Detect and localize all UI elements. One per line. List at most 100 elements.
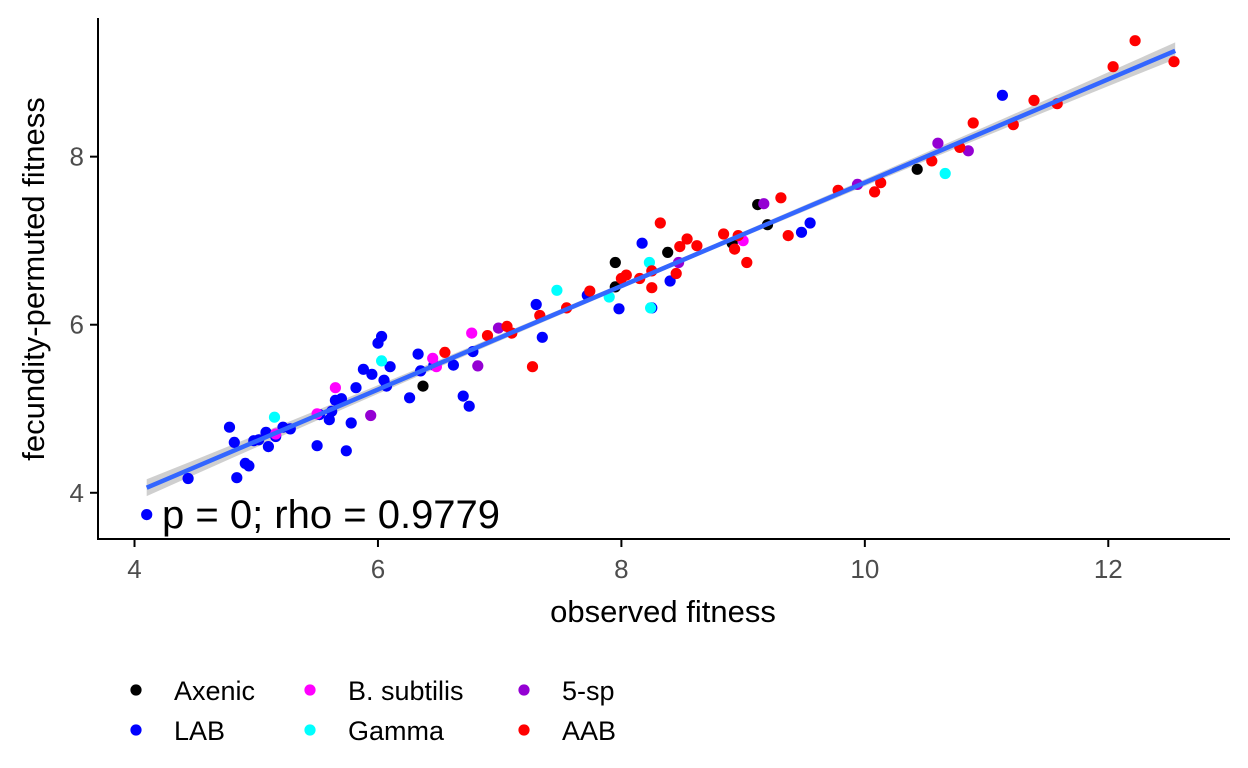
point-lab — [323, 414, 335, 426]
point-lab — [231, 472, 243, 484]
legend-label-lab: LAB — [174, 716, 225, 746]
legend-key-5-sp — [518, 684, 530, 696]
point-axenic — [417, 380, 429, 392]
point-lab — [636, 237, 648, 249]
legend-key-aab — [518, 724, 530, 736]
point-aab — [782, 230, 794, 242]
legend-label-gamma: Gamma — [348, 716, 445, 746]
point-lab — [340, 445, 352, 457]
point-lab — [311, 440, 323, 452]
point-gamma — [645, 302, 657, 314]
point-lab — [366, 368, 378, 380]
legend-label-b-subtilis: B. subtilis — [348, 676, 464, 706]
y-tick-label: 4 — [70, 478, 84, 508]
point-aab — [620, 269, 632, 281]
point-lab — [228, 436, 240, 448]
point-lab — [664, 275, 676, 287]
correlation-annotation: p = 0; rho = 0.9779 — [162, 493, 500, 537]
point-lab — [463, 400, 475, 412]
point-lab — [376, 330, 388, 343]
point-aab — [1129, 35, 1141, 47]
legend-label-5-sp: 5-sp — [562, 676, 615, 706]
point-lab — [613, 303, 625, 315]
x-tick-label: 4 — [127, 554, 141, 584]
point-aab — [646, 282, 658, 294]
point-5-sp — [758, 198, 770, 210]
fit-line-layer — [145, 48, 1177, 490]
y-ticks: 4 6 8 — [70, 142, 98, 508]
data-points-layer — [141, 35, 1180, 521]
point-aab — [875, 177, 887, 189]
point-5-sp — [472, 360, 484, 372]
point-aab — [741, 256, 753, 269]
point-lab — [404, 392, 416, 404]
x-tick-label: 8 — [614, 554, 628, 584]
point-aab — [654, 217, 666, 229]
point-aab — [1028, 94, 1040, 106]
point-aab — [439, 346, 451, 358]
point-gamma — [376, 355, 388, 367]
point-lab — [384, 361, 396, 373]
point-aab — [691, 240, 703, 252]
point-axenic — [662, 246, 674, 258]
x-tick-label: 10 — [850, 554, 879, 584]
point-lab — [262, 441, 274, 453]
y-axis-title: fecundity-permuted fitness — [16, 97, 51, 461]
legend-label-aab: AAB — [562, 716, 616, 746]
point-aab — [967, 117, 979, 129]
point-5-sp — [492, 322, 505, 334]
point-lab — [996, 89, 1009, 101]
point-axenic — [609, 256, 621, 269]
x-ticks: 4 6 8 10 12 — [127, 539, 1123, 584]
y-tick-label: 8 — [70, 142, 84, 172]
point-lab — [457, 390, 469, 402]
point-aab — [926, 155, 938, 167]
point-aab — [1107, 61, 1119, 73]
point-lab — [345, 417, 357, 429]
point-aab — [1168, 56, 1180, 68]
regression-line — [145, 48, 1177, 490]
point-lab — [804, 217, 816, 229]
point-b-subtilis — [466, 327, 478, 339]
point-5-sp — [365, 409, 377, 422]
point-aab — [775, 192, 787, 204]
x-tick-label: 12 — [1094, 554, 1123, 584]
point-lab — [357, 363, 369, 375]
point-gamma — [643, 256, 656, 269]
point-lab — [350, 382, 362, 394]
point-lab — [795, 226, 808, 238]
point-lab — [536, 331, 548, 343]
x-axis-title: observed fitness — [550, 594, 776, 629]
point-gamma — [268, 411, 281, 423]
point-gamma — [939, 167, 951, 180]
point-aab — [526, 361, 539, 373]
point-lab — [243, 460, 255, 472]
point-lab — [182, 472, 194, 485]
point-aab — [718, 228, 730, 240]
legend-key-axenic — [130, 684, 142, 696]
point-gamma — [551, 284, 563, 296]
point-lab — [223, 421, 236, 433]
point-aab — [674, 241, 686, 253]
point-aab — [681, 233, 693, 245]
y-tick-label: 6 — [70, 310, 84, 340]
point-axenic — [911, 163, 923, 175]
point-b-subtilis — [329, 382, 341, 394]
point-lab — [412, 348, 424, 360]
legend-label-axenic: Axenic — [174, 676, 255, 706]
point-aab — [869, 186, 881, 198]
point-aab — [481, 330, 494, 342]
point-aab — [729, 243, 741, 255]
legend-key-lab — [130, 724, 142, 736]
point-lab — [530, 298, 542, 311]
point-aab — [670, 267, 682, 280]
x-tick-label: 6 — [371, 554, 385, 584]
legend: Axenic LAB B. subtilis Gamma 5-sp AAB — [130, 676, 616, 746]
point-lab — [447, 359, 459, 371]
point-b-subtilis — [427, 352, 439, 364]
legend-key-b-subtilis — [304, 684, 316, 696]
point-aab — [584, 285, 596, 297]
point-5-sp — [932, 137, 944, 149]
point-5-sp — [962, 145, 974, 157]
